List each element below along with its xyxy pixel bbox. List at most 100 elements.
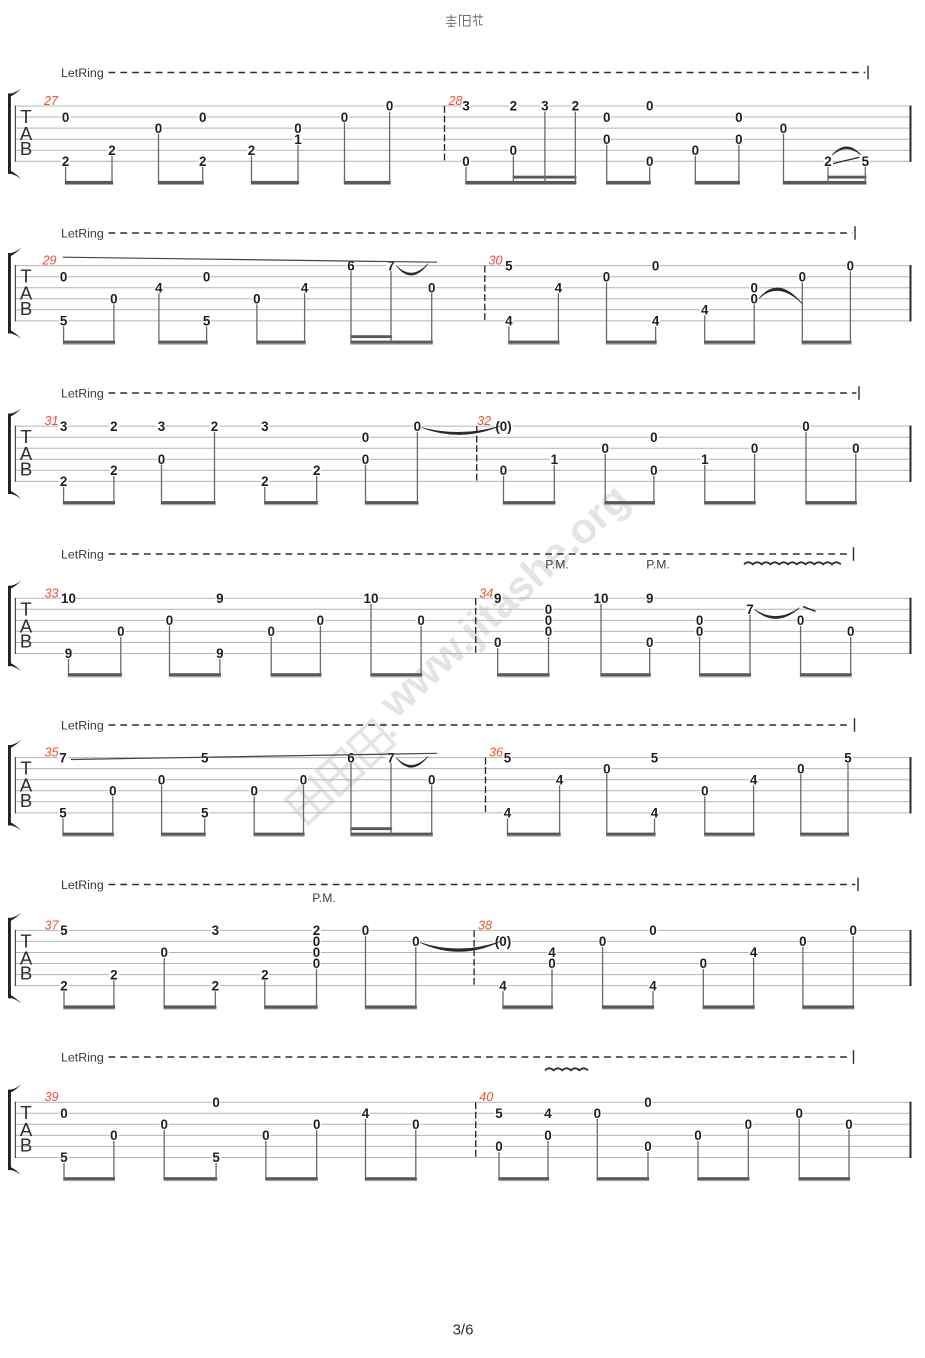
- svg-text:2: 2: [313, 463, 320, 478]
- svg-text:5: 5: [651, 750, 659, 765]
- svg-text:0: 0: [544, 1128, 551, 1143]
- svg-text:P.M.: P.M.: [545, 557, 568, 571]
- svg-text:0: 0: [545, 624, 552, 639]
- svg-text:T: T: [20, 930, 31, 951]
- svg-text:32: 32: [477, 414, 491, 428]
- svg-text:0: 0: [160, 945, 167, 960]
- svg-text:A: A: [20, 283, 33, 304]
- svg-text:0: 0: [500, 463, 507, 478]
- svg-text:0: 0: [797, 613, 804, 628]
- svg-text:39: 39: [45, 1090, 59, 1104]
- svg-text:0: 0: [117, 624, 124, 639]
- svg-text:A: A: [20, 615, 33, 636]
- svg-text:38: 38: [478, 918, 492, 932]
- svg-text:2: 2: [60, 978, 67, 993]
- svg-text:0: 0: [495, 1139, 502, 1154]
- svg-text:0: 0: [644, 1139, 651, 1154]
- svg-text:10: 10: [594, 591, 609, 606]
- svg-text:3: 3: [541, 99, 548, 114]
- svg-text:0: 0: [847, 624, 854, 639]
- svg-text:4: 4: [362, 1106, 370, 1121]
- svg-text:1: 1: [294, 132, 302, 147]
- svg-text:2: 2: [510, 99, 517, 114]
- svg-text:2: 2: [824, 154, 831, 169]
- svg-text:2: 2: [110, 463, 117, 478]
- svg-text:B: B: [20, 138, 32, 159]
- svg-text:2: 2: [199, 154, 206, 169]
- svg-text:0: 0: [795, 1106, 802, 1121]
- svg-text:5: 5: [201, 806, 209, 821]
- svg-text:0: 0: [594, 1106, 601, 1121]
- svg-text:3: 3: [261, 419, 268, 434]
- svg-text:0: 0: [60, 1106, 67, 1121]
- svg-text:A: A: [20, 947, 33, 968]
- svg-text:0: 0: [696, 613, 703, 628]
- svg-text:4: 4: [504, 806, 512, 821]
- svg-text:0: 0: [262, 1128, 269, 1143]
- svg-text:7: 7: [746, 602, 753, 617]
- svg-text:0: 0: [649, 923, 656, 938]
- svg-text:4: 4: [750, 945, 758, 960]
- svg-text:P.M.: P.M.: [646, 557, 669, 571]
- svg-text:0: 0: [652, 258, 659, 273]
- svg-text:27: 27: [43, 94, 59, 108]
- svg-text:0: 0: [852, 441, 859, 456]
- svg-text:5: 5: [862, 154, 870, 169]
- svg-text:34: 34: [479, 586, 493, 600]
- svg-text:9: 9: [65, 646, 72, 661]
- svg-text:5: 5: [212, 1150, 220, 1165]
- svg-text:0: 0: [797, 761, 804, 776]
- svg-text:0: 0: [362, 923, 369, 938]
- svg-text:0: 0: [155, 121, 162, 136]
- svg-text:37: 37: [45, 918, 60, 932]
- svg-text:7: 7: [387, 750, 394, 765]
- svg-text:9: 9: [494, 591, 501, 606]
- svg-text:5: 5: [844, 750, 852, 765]
- svg-text:9: 9: [646, 591, 653, 606]
- svg-text:LetRing: LetRing: [61, 226, 104, 240]
- svg-text:LetRing: LetRing: [61, 878, 104, 892]
- svg-text:3: 3: [212, 923, 219, 938]
- svg-text:0: 0: [644, 1095, 651, 1110]
- svg-text:0: 0: [845, 1117, 852, 1132]
- svg-text:B: B: [20, 631, 32, 652]
- svg-text:0: 0: [750, 291, 757, 306]
- svg-text:2: 2: [108, 143, 115, 158]
- svg-text:0: 0: [212, 1095, 219, 1110]
- svg-text:(0): (0): [495, 934, 511, 949]
- svg-text:0: 0: [412, 934, 419, 949]
- svg-text:0: 0: [599, 934, 606, 949]
- svg-text:0: 0: [751, 441, 758, 456]
- svg-text:2: 2: [110, 419, 117, 434]
- svg-text:0: 0: [267, 624, 274, 639]
- svg-text:B: B: [20, 298, 32, 319]
- svg-text:5: 5: [495, 1106, 503, 1121]
- svg-text:LetRing: LetRing: [61, 1050, 104, 1064]
- svg-text:4: 4: [155, 280, 163, 295]
- svg-text:36: 36: [489, 746, 503, 760]
- svg-text:0: 0: [603, 110, 610, 125]
- svg-text:28: 28: [448, 94, 463, 108]
- svg-text:5: 5: [59, 806, 67, 821]
- svg-text:0: 0: [545, 602, 552, 617]
- svg-text:0: 0: [158, 452, 165, 467]
- svg-text:2: 2: [261, 967, 268, 982]
- svg-text:0: 0: [735, 110, 742, 125]
- svg-text:0: 0: [603, 132, 610, 147]
- svg-text:2: 2: [60, 474, 67, 489]
- svg-text:0: 0: [313, 956, 320, 971]
- svg-text:0: 0: [849, 923, 856, 938]
- svg-text:31: 31: [45, 414, 59, 428]
- svg-text:7: 7: [59, 750, 66, 765]
- svg-text:4: 4: [555, 280, 563, 295]
- svg-text:2: 2: [261, 474, 268, 489]
- svg-text:1: 1: [701, 452, 709, 467]
- svg-text:B: B: [20, 790, 32, 811]
- svg-text:0: 0: [696, 624, 703, 639]
- svg-text:0: 0: [414, 419, 421, 434]
- svg-text:40: 40: [479, 1090, 493, 1104]
- svg-text:LetRing: LetRing: [61, 386, 104, 400]
- svg-text:0: 0: [313, 945, 320, 960]
- svg-text:5: 5: [60, 314, 68, 329]
- svg-text:0: 0: [428, 772, 435, 787]
